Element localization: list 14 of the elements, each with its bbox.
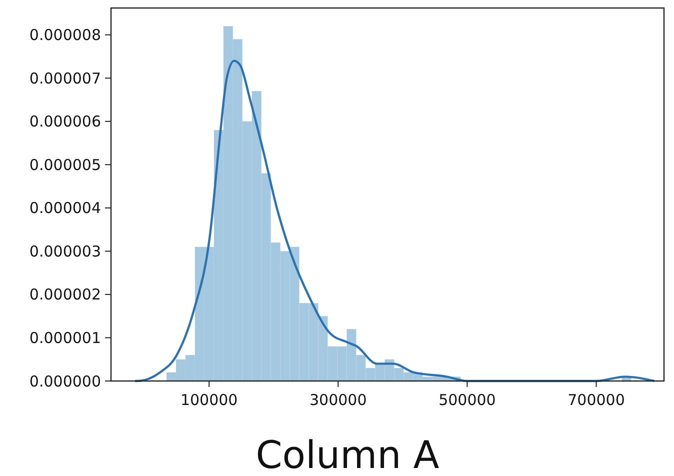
y-tick-label: 0.000001	[29, 328, 101, 347]
y-tick-label: 0.000005	[29, 156, 101, 174]
y-tick-label: 0.000007	[29, 69, 101, 88]
x-axis-title: Column A	[256, 433, 440, 476]
y-tick-label: 0.000003	[29, 242, 101, 260]
x-tick-label: 700000	[568, 391, 625, 409]
y-tick-label: 0.000008	[29, 26, 101, 44]
x-tick-label: 300000	[310, 391, 367, 409]
y-tick-label: 0.000004	[29, 199, 101, 218]
x-tick-label: 100000	[180, 391, 238, 409]
y-tick-label: 0.000000	[29, 372, 101, 390]
y-tick-label: 0.000006	[29, 112, 101, 131]
y-tick-label: 0.000002	[29, 286, 101, 304]
x-tick-label: 500000	[438, 391, 496, 409]
